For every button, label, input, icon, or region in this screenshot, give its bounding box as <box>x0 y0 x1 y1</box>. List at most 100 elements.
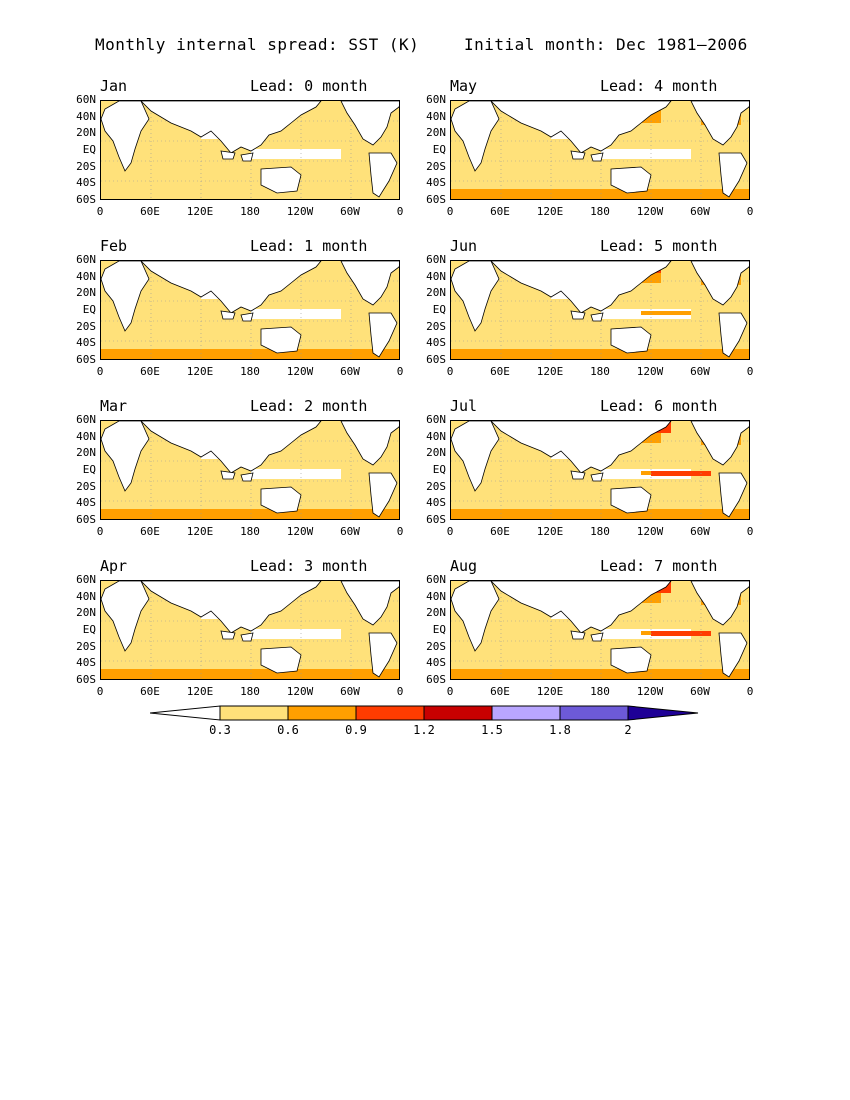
longitude-label: 60W <box>690 525 710 538</box>
map-canvas <box>101 581 399 679</box>
longitude-label: 0 <box>746 205 754 218</box>
longitude-label: 0 <box>96 365 104 378</box>
map-canvas <box>451 421 749 519</box>
sst-spread-map <box>100 580 400 680</box>
longitude-label: 180 <box>240 205 260 218</box>
panel-month: Mar <box>100 397 128 415</box>
land-mass <box>368 312 398 358</box>
latitude-label: 60S <box>76 353 96 367</box>
longitude-label: 180 <box>590 365 610 378</box>
longitude-label: 0 <box>396 365 404 378</box>
latitude-label: 60N <box>76 253 96 266</box>
latitude-label: 60S <box>76 673 96 687</box>
colorbar-bin-6 <box>559 705 629 721</box>
land-mass <box>690 421 749 466</box>
map-canvas <box>101 101 399 199</box>
low-spread-area <box>251 469 341 479</box>
longitude-label: 180 <box>240 685 260 698</box>
low-spread-area <box>601 149 691 159</box>
land-mass <box>718 472 748 518</box>
figure-title-left: Monthly internal spread: SST (K) <box>95 35 420 54</box>
longitude-label: 180 <box>590 205 610 218</box>
longitude-label: 0 <box>96 205 104 218</box>
latitude-label: 60S <box>426 673 446 687</box>
southern-ocean-spread <box>451 669 749 679</box>
latitude-label: 60N <box>426 93 446 106</box>
land-mass <box>240 472 254 482</box>
longitude-label: 120W <box>636 685 664 698</box>
land-mass <box>451 101 500 172</box>
panel-month: Jul <box>450 397 478 415</box>
land-mass <box>610 646 652 674</box>
panel-lead: Lead: 2 month <box>250 397 368 415</box>
longitude-label: 120E <box>186 525 214 538</box>
longitude-label: 60W <box>340 685 360 698</box>
sst-spread-map <box>450 580 750 680</box>
southern-ocean-spread <box>451 349 749 359</box>
latitude-label: 60S <box>76 513 96 527</box>
colorbar-bin-4 <box>423 705 493 721</box>
map-canvas <box>451 101 749 199</box>
map-canvas <box>101 421 399 519</box>
latitude-label: 20S <box>426 479 446 493</box>
land-mass <box>718 312 748 358</box>
land-mass <box>690 261 749 306</box>
panel-month: May <box>450 77 478 95</box>
longitude-label: 60W <box>690 205 710 218</box>
sst-spread-map <box>450 260 750 360</box>
longitude-label: 0 <box>746 525 754 538</box>
latitude-label: 40N <box>426 109 446 123</box>
land-mass <box>140 101 322 154</box>
longitude-label: 60E <box>490 205 510 218</box>
land-mass <box>140 261 322 314</box>
longitude-label: 120E <box>186 365 214 378</box>
latitude-label: 40S <box>426 496 446 510</box>
longitude-label: 120E <box>536 685 564 698</box>
latitude-label: EQ <box>432 623 446 636</box>
land-mass <box>610 166 652 194</box>
panel-month: Apr <box>100 557 128 575</box>
longitude-label: 120E <box>536 205 564 218</box>
longitude-label: 60E <box>140 365 160 378</box>
colorbar-label-5: 1.5 <box>481 723 503 737</box>
land-mass <box>101 581 150 652</box>
southern-ocean-spread <box>101 189 399 199</box>
latitude-label: EQ <box>432 303 446 316</box>
colorbar-label-2: 0.6 <box>277 723 299 737</box>
land-mass <box>570 470 586 480</box>
longitude-label: 180 <box>590 685 610 698</box>
longitude-label: 180 <box>590 525 610 538</box>
land-mass <box>101 261 150 332</box>
colorbar-label-7: 2 <box>624 723 632 737</box>
land-mass <box>220 470 236 480</box>
longitude-label: 0 <box>446 685 454 698</box>
land-mass <box>140 421 322 474</box>
low-spread-area <box>251 309 341 319</box>
longitude-label: 60W <box>690 365 710 378</box>
latitude-label: 40S <box>426 656 446 670</box>
land-mass <box>490 101 672 154</box>
southern-ocean-spread <box>451 509 749 519</box>
longitude-label: 120W <box>636 365 664 378</box>
latitude-label: 40S <box>426 336 446 350</box>
land-mass <box>340 421 399 466</box>
land-mass <box>590 152 604 162</box>
map-canvas <box>451 261 749 359</box>
land-mass <box>610 326 652 354</box>
low-spread-area <box>251 629 341 639</box>
map-canvas <box>451 581 749 679</box>
latitude-label: 40N <box>76 429 96 443</box>
equatorial-pacific-high-spread <box>651 631 711 636</box>
latitude-label: 20S <box>76 639 96 653</box>
longitude-label: 120W <box>636 525 664 538</box>
land-mass <box>240 632 254 642</box>
southern-ocean-spread <box>101 669 399 679</box>
latitude-label: 20N <box>76 286 96 300</box>
latitude-label: 20S <box>426 639 446 653</box>
longitude-label: 120E <box>186 205 214 218</box>
land-mass <box>590 632 604 642</box>
colorbar <box>150 705 699 721</box>
land-mass <box>718 152 748 198</box>
land-mass <box>220 630 236 640</box>
land-mass <box>451 261 500 332</box>
